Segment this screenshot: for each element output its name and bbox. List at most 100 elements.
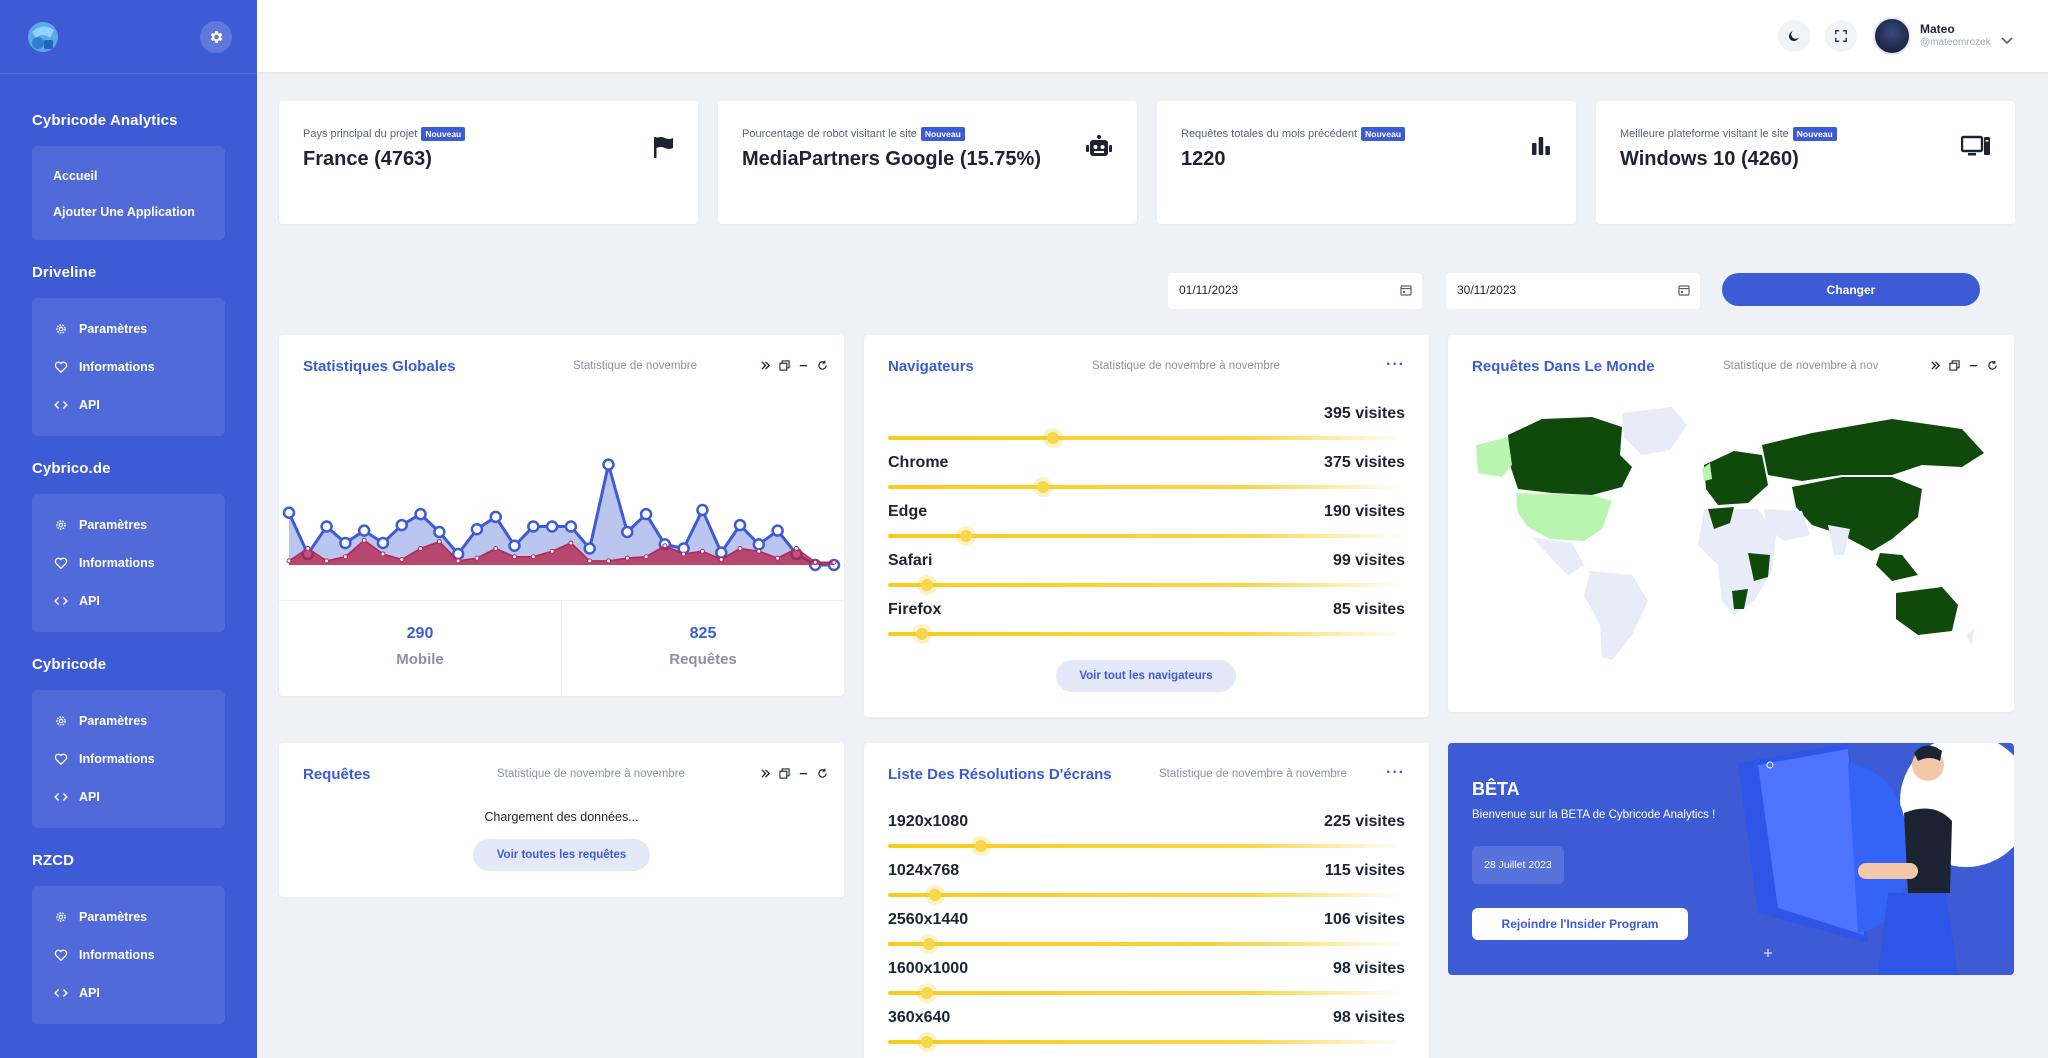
data-point[interactable] <box>771 524 784 537</box>
data-point[interactable] <box>812 559 818 565</box>
data-point[interactable] <box>752 538 766 551</box>
data-point[interactable] <box>718 557 724 562</box>
data-point[interactable] <box>489 510 502 524</box>
minimize-icon[interactable] <box>798 768 809 779</box>
data-point[interactable] <box>399 557 405 562</box>
data-point[interactable] <box>376 536 390 550</box>
map-region-new-zealand[interactable] <box>1966 629 1974 645</box>
map-region-middle-east[interactable] <box>1764 509 1810 541</box>
data-point[interactable] <box>545 520 559 533</box>
map-region-southeast-asia[interactable] <box>1876 553 1918 581</box>
map-region-uk[interactable] <box>1702 463 1712 481</box>
data-point[interactable] <box>474 555 480 561</box>
avatar[interactable] <box>1873 17 1911 55</box>
sidebar-item-api[interactable]: API <box>32 582 225 620</box>
settings-button[interactable] <box>200 21 232 53</box>
data-point[interactable] <box>339 536 352 550</box>
data-point[interactable] <box>527 520 540 533</box>
end-date-input[interactable]: 30/11/2023 <box>1446 273 1700 309</box>
data-point[interactable] <box>733 518 747 532</box>
chevron-down-icon[interactable] <box>2001 36 2013 46</box>
map-region-east-africa[interactable] <box>1748 553 1770 581</box>
data-point[interactable] <box>621 525 634 539</box>
data-point[interactable] <box>793 546 799 551</box>
map-region-india[interactable] <box>1828 525 1850 555</box>
data-point[interactable] <box>320 520 333 533</box>
data-point[interactable] <box>357 524 371 537</box>
data-point[interactable] <box>305 546 311 551</box>
progress-knob[interactable] <box>920 579 933 591</box>
data-point[interactable] <box>699 548 705 554</box>
user-name[interactable]: Mateo <box>1920 22 1955 36</box>
data-point[interactable] <box>286 558 292 564</box>
data-point[interactable] <box>696 503 709 517</box>
copy-icon[interactable] <box>779 768 790 779</box>
sidebar-item-ajouter-application[interactable]: Ajouter Une Application <box>32 194 225 230</box>
progress-knob[interactable] <box>920 1036 933 1048</box>
map-region-africa[interactable] <box>1698 509 1776 615</box>
map-region-greenland[interactable] <box>1622 407 1687 455</box>
progress-knob[interactable] <box>928 889 941 901</box>
refresh-icon[interactable] <box>817 360 828 371</box>
view-all-requests-button[interactable]: Voir toutes les requêtes <box>473 839 650 871</box>
map-region-south-america[interactable] <box>1584 571 1648 660</box>
start-date-input[interactable]: 01/11/2023 <box>1168 273 1422 309</box>
map-region-north-africa[interactable] <box>1708 507 1734 529</box>
progress-knob[interactable] <box>975 840 988 852</box>
progress-knob[interactable] <box>1037 481 1050 493</box>
data-point[interactable] <box>282 506 296 519</box>
expand-icon[interactable] <box>760 360 771 371</box>
expand-icon[interactable] <box>1930 360 1941 371</box>
sidebar-item-parametres[interactable]: Paramètres <box>32 506 225 544</box>
more-options-icon[interactable]: ··· <box>1386 764 1405 781</box>
map-region-alaska[interactable] <box>1476 437 1512 477</box>
sidebar-item-informations[interactable]: Informations <box>32 936 225 974</box>
data-point[interactable] <box>395 518 409 532</box>
sidebar-item-accueil[interactable]: Accueil <box>32 158 225 194</box>
progress-knob[interactable] <box>915 628 928 640</box>
progress-knob[interactable] <box>923 938 936 950</box>
data-point[interactable] <box>324 558 330 564</box>
sidebar-item-informations[interactable]: Informations <box>32 740 225 778</box>
data-point[interactable] <box>605 558 611 564</box>
sidebar-item-api[interactable]: API <box>32 778 225 816</box>
map-region-central-america[interactable] <box>1532 537 1584 575</box>
copy-icon[interactable] <box>779 360 790 371</box>
minimize-icon[interactable] <box>798 360 809 371</box>
expand-icon[interactable] <box>760 768 771 779</box>
data-point[interactable] <box>756 548 762 554</box>
data-point[interactable] <box>508 539 521 552</box>
data-point[interactable] <box>831 559 837 565</box>
sidebar-item-api[interactable]: API <box>32 974 225 1012</box>
map-region-southern-africa[interactable] <box>1732 589 1748 609</box>
fullscreen-button[interactable] <box>1825 20 1857 52</box>
map-region-usa[interactable] <box>1516 493 1612 541</box>
map-region-canada[interactable] <box>1508 417 1632 495</box>
data-point[interactable] <box>568 540 574 546</box>
data-point[interactable] <box>583 542 596 555</box>
join-insider-program-button[interactable]: Rejoindre l'Insider Program <box>1472 908 1688 940</box>
data-point[interactable] <box>342 554 348 560</box>
data-point[interactable] <box>470 523 484 536</box>
progress-knob[interactable] <box>1047 432 1060 444</box>
data-point[interactable] <box>775 555 781 561</box>
data-point[interactable] <box>662 543 668 549</box>
data-point[interactable] <box>436 539 442 545</box>
data-point[interactable] <box>564 520 578 533</box>
view-all-browsers-button[interactable]: Voir tout les navigateurs <box>1056 660 1236 692</box>
data-point[interactable] <box>681 551 687 557</box>
data-point[interactable] <box>737 546 743 551</box>
sidebar-item-parametres[interactable]: Paramètres <box>32 702 225 740</box>
map-region-russia[interactable] <box>1762 419 1984 481</box>
data-point[interactable] <box>433 525 446 539</box>
map-region-europe[interactable] <box>1704 451 1768 505</box>
data-point[interactable] <box>361 537 367 543</box>
data-point[interactable] <box>455 558 461 564</box>
calendar-icon[interactable] <box>1400 284 1412 296</box>
calendar-icon[interactable] <box>1678 284 1690 296</box>
more-options-icon[interactable]: ··· <box>1386 356 1405 373</box>
map-region-australia[interactable] <box>1896 587 1958 635</box>
minimize-icon[interactable] <box>1968 360 1979 371</box>
progress-knob[interactable] <box>920 987 933 999</box>
dark-mode-toggle[interactable] <box>1778 20 1810 52</box>
